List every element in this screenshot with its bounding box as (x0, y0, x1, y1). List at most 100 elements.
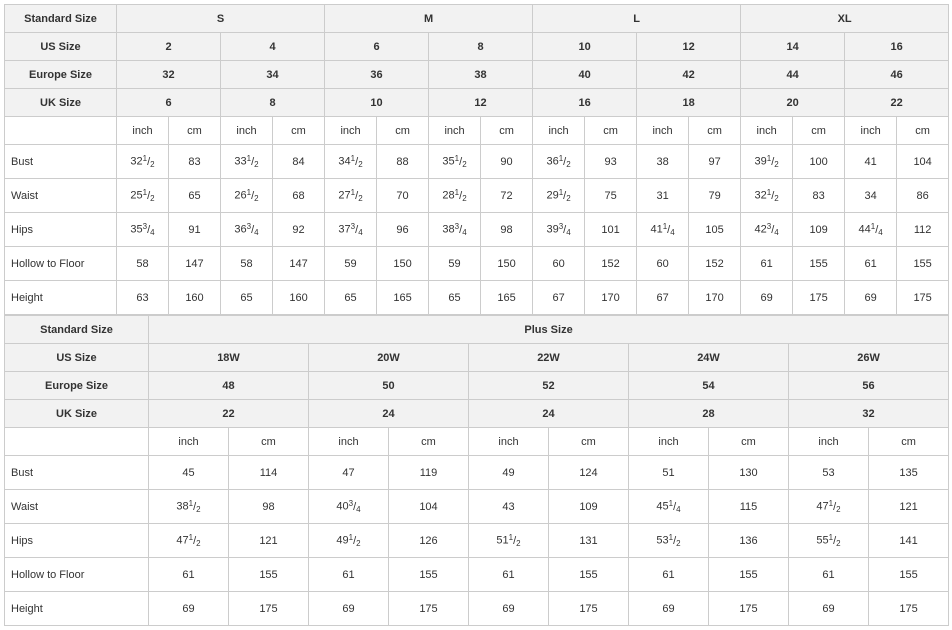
val-inch: 471/2 (149, 524, 229, 558)
val-cm: 150 (481, 247, 533, 281)
val-inch: 261/2 (221, 179, 273, 213)
plus-uk-cell: 28 (629, 400, 789, 428)
hdr-standard-size: Standard Size (5, 5, 117, 33)
std-group: M (325, 5, 533, 33)
val-cm: 121 (869, 490, 949, 524)
unit-inch: inch (741, 117, 793, 145)
hdr-us-size: US Size (5, 33, 117, 61)
unit-inch: inch (149, 428, 229, 456)
unit-cm: cm (389, 428, 469, 456)
val-cm: 155 (709, 558, 789, 592)
val-cm: 92 (273, 213, 325, 247)
plus-uk-cell: 32 (789, 400, 949, 428)
plus-us-cell: 26W (789, 344, 949, 372)
val-inch: 291/2 (533, 179, 585, 213)
val-cm: 79 (689, 179, 741, 213)
unit-inch: inch (845, 117, 897, 145)
unit-inch: inch (469, 428, 549, 456)
val-inch: 61 (469, 558, 549, 592)
val-inch: 58 (117, 247, 169, 281)
val-inch: 69 (149, 592, 229, 626)
plus-uk-cell: 22 (149, 400, 309, 428)
hdr-uk-size-2: UK Size (5, 400, 149, 428)
val-cm: 98 (481, 213, 533, 247)
val-inch: 383/4 (429, 213, 481, 247)
val-inch: 61 (149, 558, 229, 592)
us-size-cell: 4 (221, 33, 325, 61)
unit-inch: inch (637, 117, 689, 145)
val-inch: 67 (533, 281, 585, 315)
val-cm: 88 (377, 145, 429, 179)
val-cm: 155 (793, 247, 845, 281)
val-cm: 147 (169, 247, 221, 281)
val-inch: 373/4 (325, 213, 377, 247)
val-cm: 175 (549, 592, 629, 626)
val-cm: 155 (229, 558, 309, 592)
eu-size-cell: 34 (221, 61, 325, 89)
val-inch: 31 (637, 179, 689, 213)
val-inch: 341/2 (325, 145, 377, 179)
unit-inch: inch (117, 117, 169, 145)
row-plus-uk: UK Size2224242832 (5, 400, 949, 428)
unit-cm: cm (273, 117, 325, 145)
val-cm: 175 (389, 592, 469, 626)
unit-inch: inch (221, 117, 273, 145)
plus-eu-cell: 56 (789, 372, 949, 400)
plus-data-row-hips: Hips471/2121491/2126511/2131531/2136551/… (5, 524, 949, 558)
unit-cm: cm (897, 117, 949, 145)
data-row-waist: Waist251/265261/268271/270281/272291/275… (5, 179, 949, 213)
val-inch: 41 (845, 145, 897, 179)
hdr-eu-size: Europe Size (5, 61, 117, 89)
val-cm: 104 (897, 145, 949, 179)
plus-data-row-height: Height6917569175691756917569175 (5, 592, 949, 626)
unit-cm: cm (229, 428, 309, 456)
val-inch: 38 (637, 145, 689, 179)
us-size-cell: 10 (533, 33, 637, 61)
val-cm: 165 (481, 281, 533, 315)
plus-eu-cell: 50 (309, 372, 469, 400)
val-cm: 141 (869, 524, 949, 558)
plus-us-cell: 20W (309, 344, 469, 372)
uk-size-cell: 22 (845, 89, 949, 117)
val-cm: 84 (273, 145, 325, 179)
eu-size-cell: 36 (325, 61, 429, 89)
row-uk-size: UK Size68101216182022 (5, 89, 949, 117)
plus-data-row-bust: Bust4511447119491245113053135 (5, 456, 949, 490)
val-cm: 91 (169, 213, 221, 247)
row-unit-headers: inchcminchcminchcminchcminchcminchcminch… (5, 117, 949, 145)
val-cm: 175 (897, 281, 949, 315)
unit-inch: inch (629, 428, 709, 456)
uk-size-cell: 10 (325, 89, 429, 117)
val-inch: 551/2 (789, 524, 869, 558)
plus-data-row-hollow: Hollow to Floor6115561155611556115561155 (5, 558, 949, 592)
val-cm: 97 (689, 145, 741, 179)
row-plus-us: US Size18W20W22W24W26W (5, 344, 949, 372)
std-group: S (117, 5, 325, 33)
uk-size-cell: 6 (117, 89, 221, 117)
plus-us-cell: 22W (469, 344, 629, 372)
val-cm: 75 (585, 179, 637, 213)
val-inch: 58 (221, 247, 273, 281)
row-label: Height (5, 592, 149, 626)
us-size-cell: 16 (845, 33, 949, 61)
row-label: Waist (5, 490, 149, 524)
val-inch: 391/2 (741, 145, 793, 179)
val-inch: 441/4 (845, 213, 897, 247)
val-inch: 69 (309, 592, 389, 626)
row-us-size: US Size246810121416 (5, 33, 949, 61)
val-inch: 61 (845, 247, 897, 281)
val-inch: 423/4 (741, 213, 793, 247)
val-cm: 72 (481, 179, 533, 213)
val-cm: 170 (689, 281, 741, 315)
val-inch: 69 (789, 592, 869, 626)
val-cm: 100 (793, 145, 845, 179)
val-inch: 393/4 (533, 213, 585, 247)
plus-eu-cell: 54 (629, 372, 789, 400)
val-cm: 90 (481, 145, 533, 179)
val-cm: 155 (549, 558, 629, 592)
val-inch: 411/4 (637, 213, 689, 247)
val-cm: 68 (273, 179, 325, 213)
row-label: Bust (5, 456, 149, 490)
data-row-height: Height6316065160651656516567170671706917… (5, 281, 949, 315)
unit-cm: cm (549, 428, 629, 456)
